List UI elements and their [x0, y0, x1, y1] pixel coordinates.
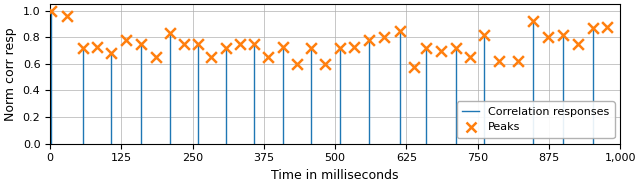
- Point: [121, 39, 131, 41]
- Point: [394, 29, 404, 32]
- Point: [249, 43, 259, 46]
- Point: [335, 46, 345, 49]
- Point: [479, 33, 490, 36]
- Point: [62, 15, 72, 18]
- Point: [451, 46, 461, 49]
- Point: [306, 46, 316, 49]
- Point: [513, 60, 523, 63]
- Point: [106, 52, 116, 55]
- Point: [435, 49, 445, 52]
- Point: [465, 56, 476, 59]
- Point: [421, 46, 431, 49]
- Point: [558, 33, 568, 36]
- Y-axis label: Norm corr resp: Norm corr resp: [4, 27, 17, 121]
- Point: [543, 36, 553, 39]
- Point: [164, 32, 175, 35]
- X-axis label: Time in milliseconds: Time in milliseconds: [271, 169, 399, 182]
- Point: [263, 56, 273, 59]
- Point: [46, 9, 56, 12]
- Point: [221, 46, 231, 49]
- Point: [150, 56, 161, 59]
- Point: [278, 45, 288, 48]
- Point: [235, 43, 245, 46]
- Point: [92, 45, 102, 48]
- Point: [206, 56, 216, 59]
- Point: [529, 20, 539, 23]
- Point: [588, 27, 598, 30]
- Point: [409, 65, 419, 68]
- Legend: Correlation responses, Peaks: Correlation responses, Peaks: [456, 101, 614, 138]
- Point: [136, 43, 147, 46]
- Point: [493, 60, 504, 63]
- Point: [378, 36, 388, 39]
- Point: [364, 39, 374, 41]
- Point: [349, 45, 359, 48]
- Point: [292, 62, 302, 65]
- Point: [77, 46, 88, 49]
- Point: [193, 43, 204, 46]
- Point: [321, 62, 331, 65]
- Point: [179, 43, 189, 46]
- Point: [602, 25, 612, 28]
- Point: [573, 43, 584, 46]
